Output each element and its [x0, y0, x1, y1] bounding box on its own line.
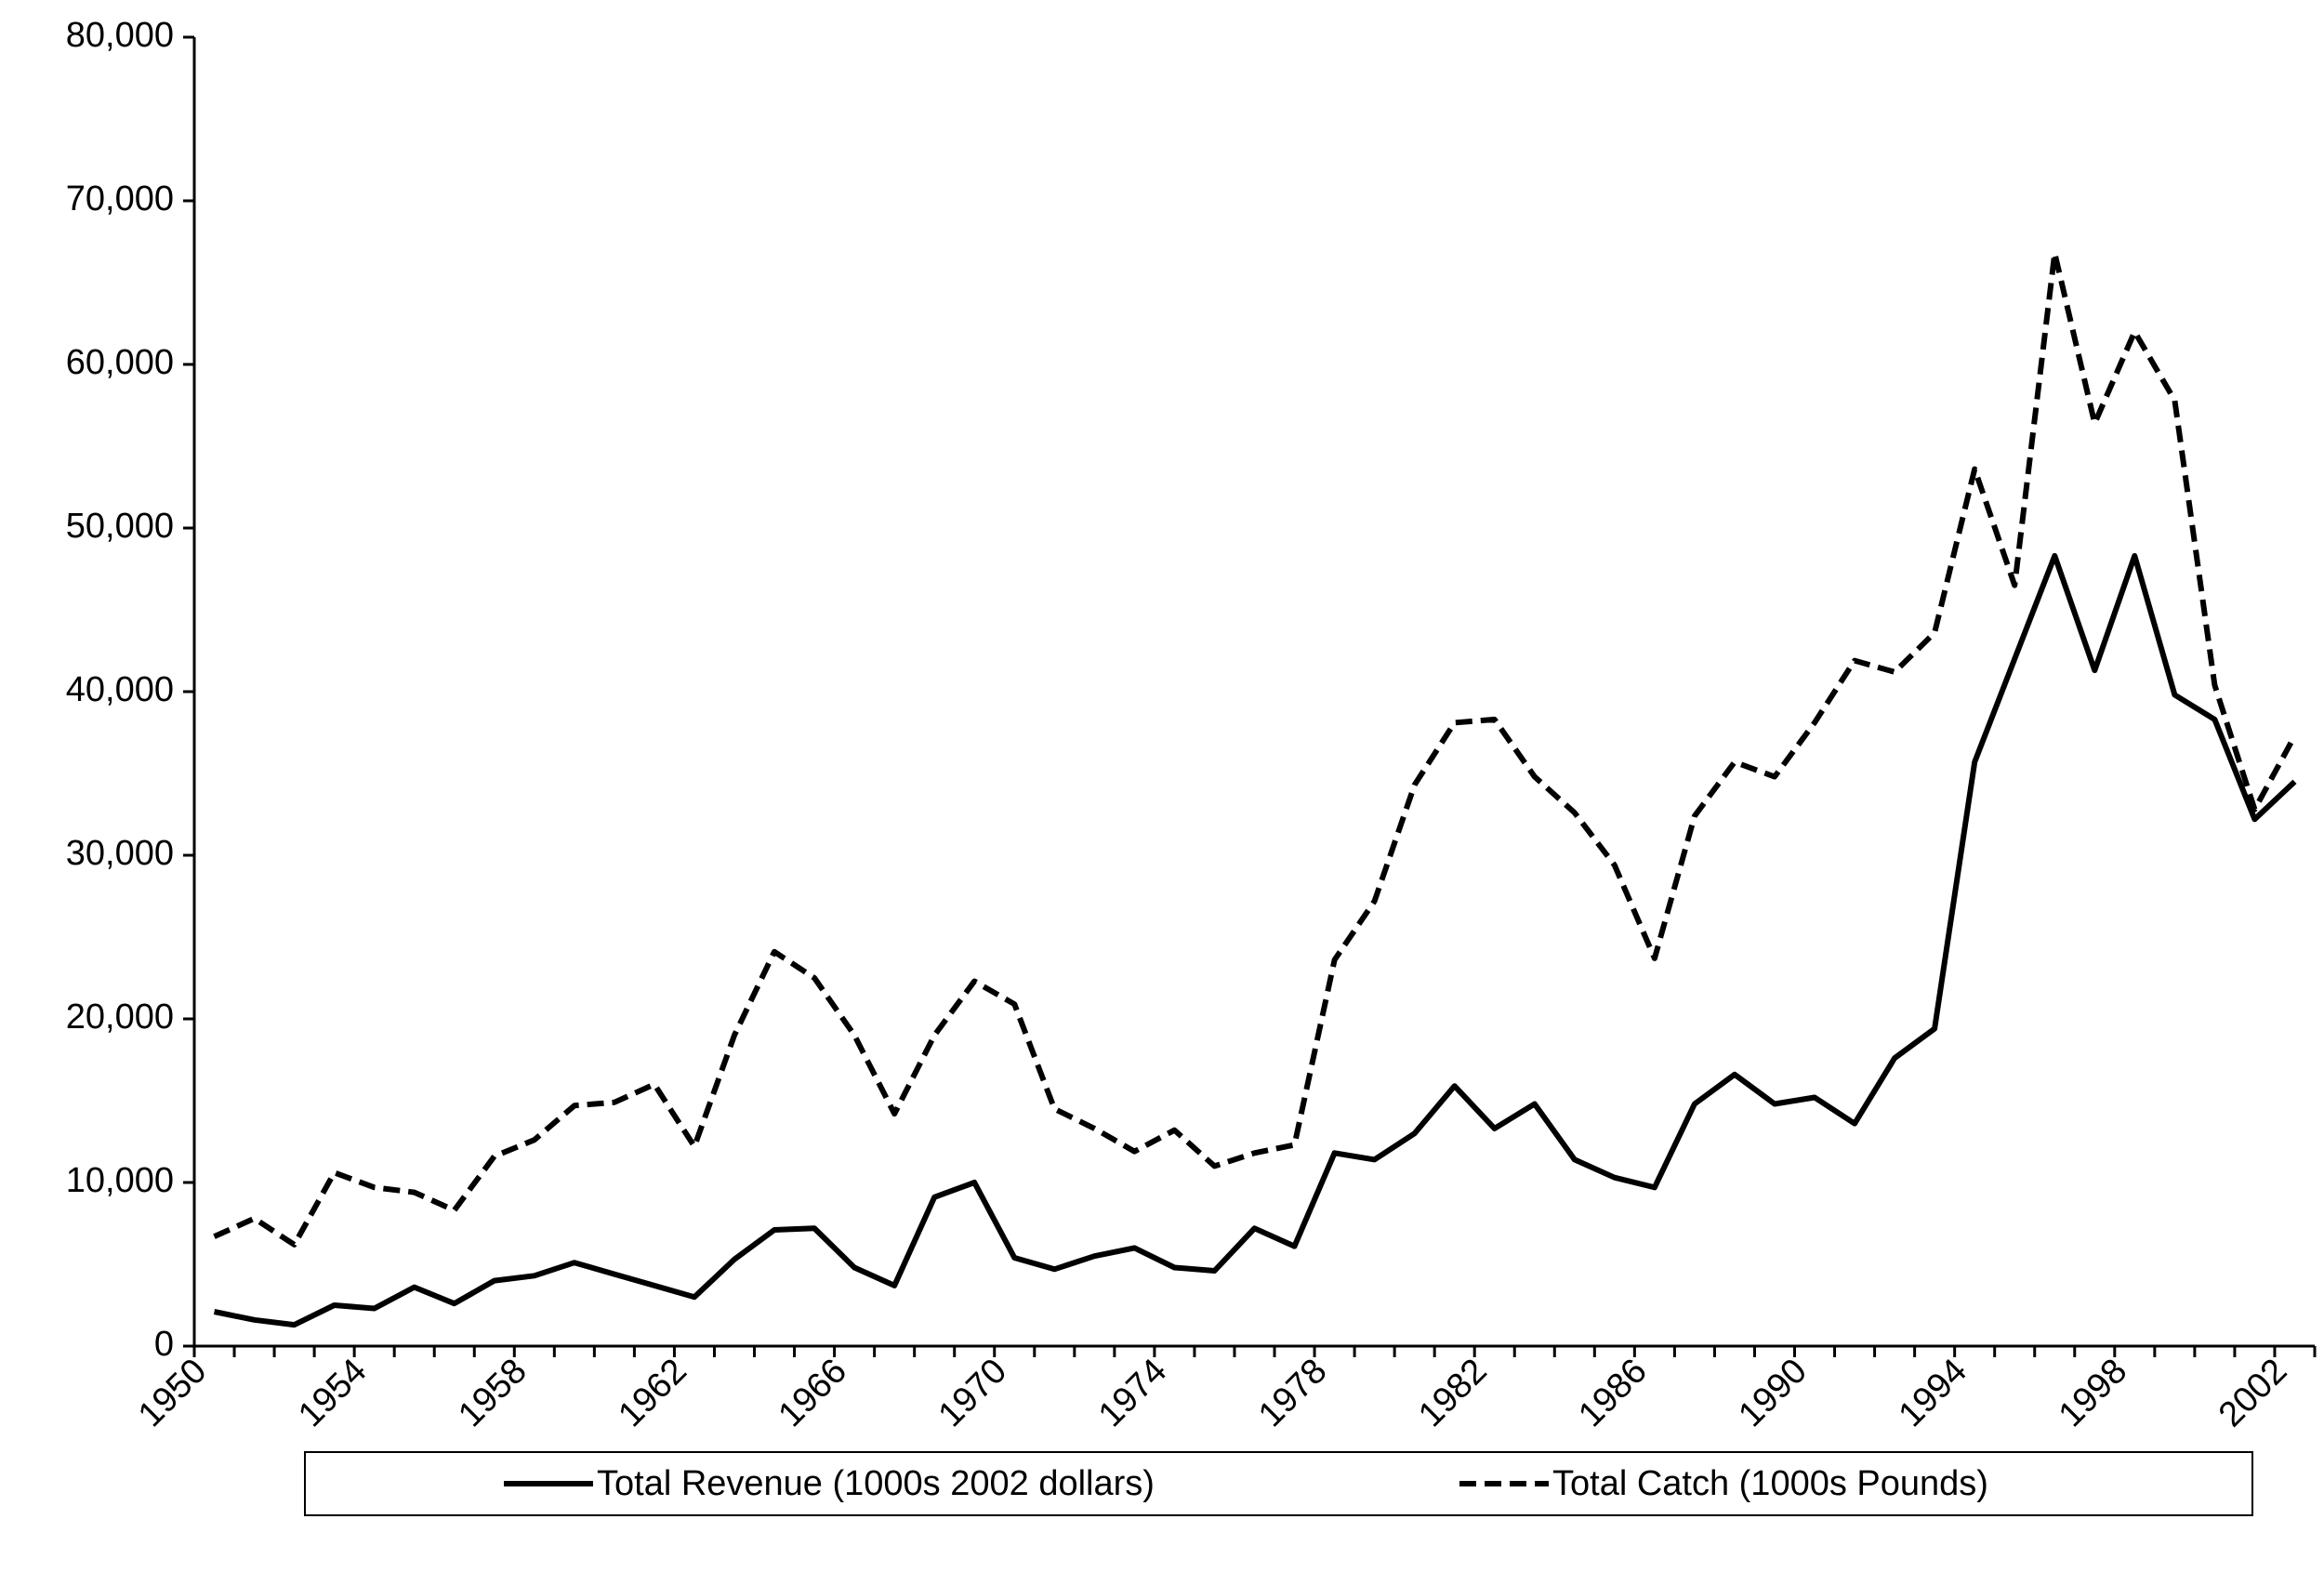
- y-tick-label: 30,000: [66, 834, 174, 873]
- x-tick-label: 1966: [772, 1352, 854, 1434]
- x-tick-label: 1994: [1892, 1352, 1974, 1434]
- x-tick-label: 1950: [131, 1352, 214, 1434]
- x-tick-label: 1982: [1411, 1352, 1494, 1434]
- series-line: [213, 552, 2297, 1328]
- legend-box: [304, 1451, 2253, 1516]
- y-tick-label: 40,000: [66, 670, 174, 709]
- y-tick-label: 50,000: [66, 507, 174, 546]
- series-line: [213, 250, 2298, 1248]
- x-tick-label: 1954: [291, 1352, 374, 1434]
- y-tick-label: 80,000: [66, 16, 174, 55]
- y-tick-label: 20,000: [66, 997, 174, 1037]
- x-tick-label: 2002: [2212, 1352, 2294, 1434]
- x-tick-label: 1958: [451, 1352, 534, 1434]
- x-tick-label: 1978: [1251, 1352, 1334, 1434]
- legend-label: Total Catch (1000s Pounds): [1552, 1464, 1988, 1503]
- x-tick-label: 1998: [2052, 1352, 2134, 1434]
- y-tick-label: 60,000: [66, 343, 174, 382]
- x-tick-label: 1990: [1731, 1352, 1814, 1434]
- x-tick-label: 1974: [1091, 1352, 1174, 1434]
- y-tick-label: 10,000: [66, 1161, 174, 1200]
- x-tick-label: 1970: [931, 1352, 1014, 1434]
- y-tick-label: 0: [154, 1325, 174, 1364]
- x-tick-label: 1962: [611, 1352, 693, 1434]
- legend-label: Total Revenue (1000s 2002 dollars): [597, 1464, 1155, 1503]
- y-tick-label: 70,000: [66, 179, 174, 218]
- x-tick-label: 1986: [1571, 1352, 1654, 1434]
